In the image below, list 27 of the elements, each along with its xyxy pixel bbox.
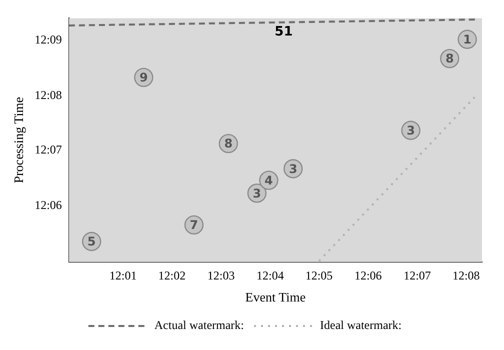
x-tick-label: 12:05 (305, 268, 333, 282)
y-tick-label: 12:07 (34, 142, 62, 157)
annotation: 3 (252, 186, 262, 200)
annotation: 7 (190, 218, 198, 232)
y-tick-label: 12:08 (34, 88, 62, 102)
y-tick-label: 12:06 (34, 198, 62, 212)
y-axis-title: Processing Time (11, 96, 26, 184)
annotation: 51 (274, 24, 293, 40)
annotation: 8 (224, 136, 233, 151)
x-tick-label: 12:03 (207, 268, 235, 282)
x-tick-label: 12:01 (109, 268, 137, 282)
annotation: 8 (445, 52, 454, 66)
x-tick-label: 12:08 (452, 268, 480, 282)
legend-label: Actual watermark: (154, 318, 244, 332)
annotation: 4 (264, 173, 273, 188)
annotation: 5 (87, 234, 96, 249)
annotation: 3 (288, 162, 298, 176)
x-axis-title: Event Time (245, 290, 306, 305)
annotation: 9 (139, 70, 148, 85)
annotation: 3 (406, 123, 415, 138)
x-tick-label: 12:02 (158, 268, 186, 282)
legend-label: Ideal watermark: (320, 318, 402, 332)
x-tick-label: 12:07 (404, 268, 431, 282)
x-tick-label: 12:06 (354, 268, 382, 282)
x-tick-label: 12:04 (256, 268, 284, 282)
annotation: 1 (463, 32, 472, 46)
y-tick-label: 12:09 (34, 32, 62, 47)
